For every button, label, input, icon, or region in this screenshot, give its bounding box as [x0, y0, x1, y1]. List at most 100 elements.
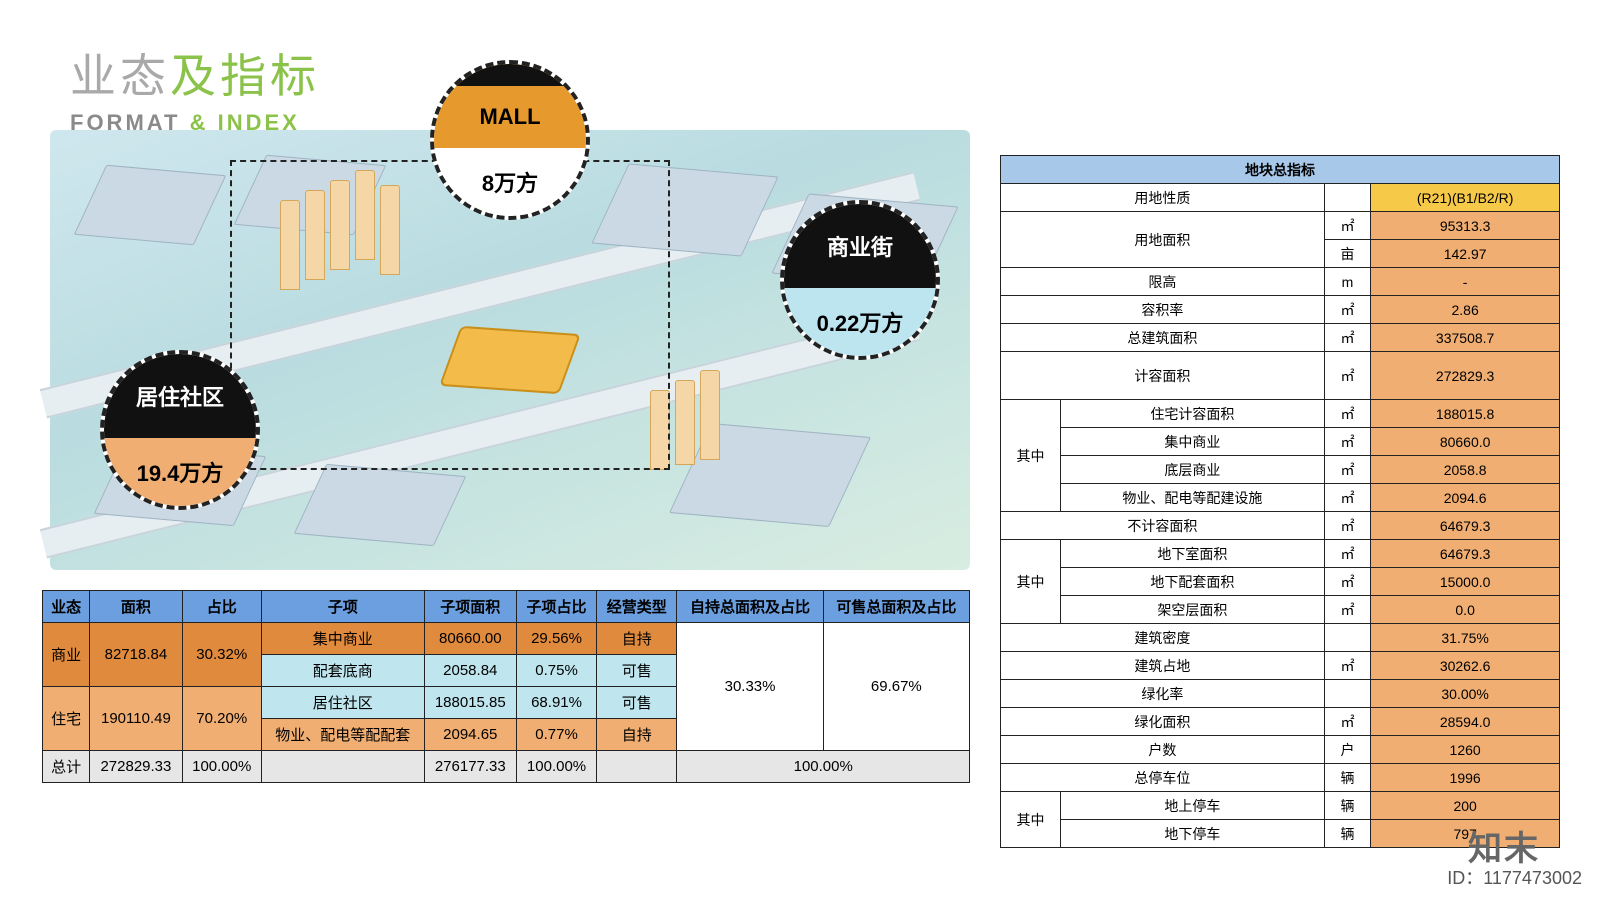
cell: 0.77% [516, 719, 596, 751]
cell: 其中 [1001, 540, 1061, 624]
city-block [294, 464, 467, 546]
callout-mall-label: MALL [434, 64, 586, 148]
cell: - [1371, 268, 1560, 296]
cell: 限高 [1001, 268, 1325, 296]
cell: ㎡ [1324, 596, 1371, 624]
cell: 建筑密度 [1001, 624, 1325, 652]
cell: 30.00% [1371, 680, 1560, 708]
cell: ㎡ [1324, 652, 1371, 680]
th-sub: 子项 [261, 591, 424, 623]
cell: 0.0 [1371, 596, 1560, 624]
cell: (R21)(B1/B2/R) [1371, 184, 1560, 212]
cell [597, 751, 677, 783]
cell: 自持 [597, 623, 677, 655]
cell: 用地性质 [1001, 184, 1325, 212]
title-zh: 业态及指标 [70, 40, 320, 106]
cell: 总停车位 [1001, 764, 1325, 792]
cell: 1260 [1371, 736, 1560, 764]
th-ratio: 占比 [182, 591, 261, 623]
callout-resi-label: 居住社区 [104, 354, 256, 438]
cell: ㎡ [1324, 212, 1371, 240]
cell: m [1324, 268, 1371, 296]
th-hold: 自持总面积及占比 [677, 591, 823, 623]
cell: 居住社区 [261, 687, 424, 719]
cell [261, 751, 424, 783]
cell: ㎡ [1324, 568, 1371, 596]
cell: 地下停车 [1061, 820, 1325, 848]
cell: 不计容面积 [1001, 512, 1325, 540]
cell: 0.75% [516, 655, 596, 687]
cell: 其中 [1001, 792, 1061, 848]
th-mgmt: 经营类型 [597, 591, 677, 623]
cell: 64679.3 [1371, 540, 1560, 568]
cell: 地下室面积 [1061, 540, 1325, 568]
watermark-id: ID：1177473002 [1447, 864, 1582, 890]
cell: 64679.3 [1371, 512, 1560, 540]
cell: 70.20% [182, 687, 261, 751]
cell: 200 [1371, 792, 1560, 820]
cell: 2094.65 [424, 719, 516, 751]
cell: 商业 [43, 623, 90, 687]
cell: 辆 [1324, 820, 1371, 848]
cell: 30262.6 [1371, 652, 1560, 680]
cell: 142.97 [1371, 240, 1560, 268]
cell: 82718.84 [90, 623, 182, 687]
cell-hold: 30.33% [677, 623, 823, 751]
tower [675, 380, 695, 465]
cell: 28594.0 [1371, 708, 1560, 736]
cell: 31.75% [1371, 624, 1560, 652]
cell: 总建筑面积 [1001, 324, 1325, 352]
cell: ㎡ [1324, 512, 1371, 540]
cell: 地上停车 [1061, 792, 1325, 820]
cell: ㎡ [1324, 324, 1371, 352]
cell: 辆 [1324, 792, 1371, 820]
cell: 配套底商 [261, 655, 424, 687]
cell: 272829.33 [90, 751, 182, 783]
th-sale: 可售总面积及占比 [823, 591, 969, 623]
cell: ㎡ [1324, 540, 1371, 568]
cell: 物业、配电等配配套 [261, 719, 424, 751]
cell: 架空层面积 [1061, 596, 1325, 624]
th-area: 面积 [90, 591, 182, 623]
index-table: 地块总指标 用地性质 (R21)(B1/B2/R) 用地面积 ㎡ 95313.3… [1000, 155, 1560, 848]
callout-resi: 居住社区 19.4万方 [90, 350, 270, 510]
cell: 15000.0 [1371, 568, 1560, 596]
cell: 容积率 [1001, 296, 1325, 324]
cell: 其中 [1001, 400, 1061, 512]
cell: 可售 [597, 687, 677, 719]
callout-resi-value: 19.4万方 [104, 438, 256, 506]
cell: 80660.0 [1371, 428, 1560, 456]
cell: 辆 [1324, 764, 1371, 792]
cell: 272829.3 [1371, 352, 1560, 400]
cell: ㎡ [1324, 400, 1371, 428]
rt-title: 地块总指标 [1001, 156, 1560, 184]
cell: 337508.7 [1371, 324, 1560, 352]
cell: 1996 [1371, 764, 1560, 792]
cell [1324, 624, 1371, 652]
cell: 绿化面积 [1001, 708, 1325, 736]
cell: 建筑占地 [1001, 652, 1325, 680]
cell: 2058.8 [1371, 456, 1560, 484]
cell: 总计 [43, 751, 90, 783]
cell: 可售 [597, 655, 677, 687]
cell: 2094.6 [1371, 484, 1560, 512]
cell: 30.32% [182, 623, 261, 687]
callout-mall: MALL 8万方 [420, 60, 600, 220]
cell: 地下配套面积 [1061, 568, 1325, 596]
cell [1324, 680, 1371, 708]
cell: 188015.85 [424, 687, 516, 719]
cell: 2.86 [1371, 296, 1560, 324]
cell: 底层商业 [1061, 456, 1325, 484]
cell: ㎡ [1324, 428, 1371, 456]
cell: 自持 [597, 719, 677, 751]
cell: 190110.49 [90, 687, 182, 751]
cell: 亩 [1324, 240, 1371, 268]
cell: 用地面积 [1001, 212, 1325, 268]
callout-street-value: 0.22万方 [784, 288, 936, 356]
cell: 80660.00 [424, 623, 516, 655]
th-cat: 业态 [43, 591, 90, 623]
site-diagram: MALL 8万方 商业街 0.22万方 居住社区 19.4万方 [50, 130, 970, 570]
tower [700, 370, 720, 460]
cell: 户 [1324, 736, 1371, 764]
cell: 绿化率 [1001, 680, 1325, 708]
